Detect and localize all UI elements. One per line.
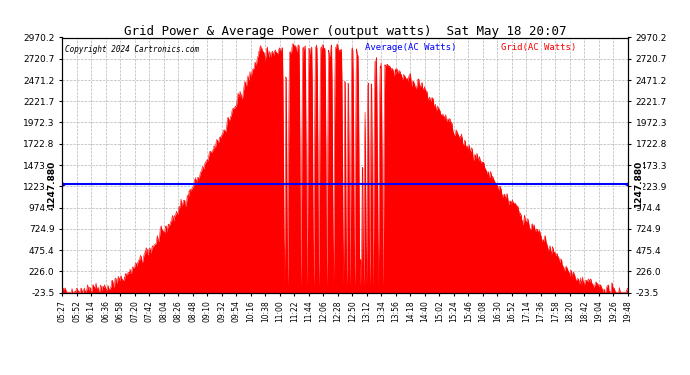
Text: Average(AC Watts): Average(AC Watts) xyxy=(365,43,456,52)
Title: Grid Power & Average Power (output watts)  Sat May 18 20:07: Grid Power & Average Power (output watts… xyxy=(124,24,566,38)
Text: Copyright 2024 Cartronics.com: Copyright 2024 Cartronics.com xyxy=(65,45,199,54)
Text: 1247.880: 1247.880 xyxy=(48,160,57,208)
Text: 1247.880: 1247.880 xyxy=(633,160,642,208)
Text: Grid(AC Watts): Grid(AC Watts) xyxy=(501,43,576,52)
